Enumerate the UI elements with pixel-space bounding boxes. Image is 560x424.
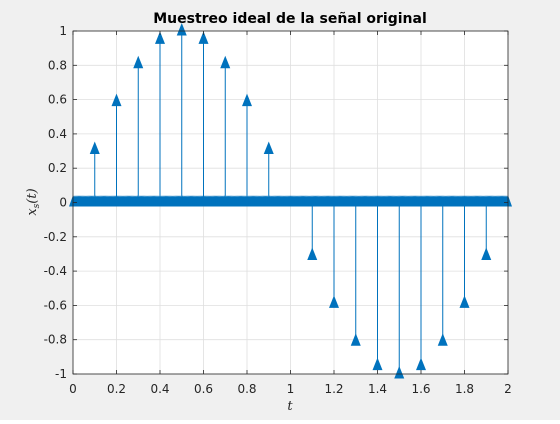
x-ticks: 0 0.2 0.4 0.6 0.8 1 1.2 1.4 1.6 1.8 2 [69,31,512,396]
stem-marker [111,93,122,107]
x-tick-label: 2 [504,382,512,396]
stem-marker [416,357,426,371]
y-tick-label: -1 [55,367,67,381]
stem-marker [155,31,165,44]
x-tick-label: 0.2 [107,382,126,396]
y-tick-label: 0.2 [48,161,67,175]
stem-marker [329,295,339,308]
y-tick-label: -0.4 [44,264,67,278]
zero-sample-stems [69,195,512,207]
y-ticks: -1 -0.8 -0.6 -0.4 -0.2 0 0.2 0.4 0.6 0.8 1 [44,24,508,381]
y-tick-label: 0.8 [48,58,67,72]
stem-marker [372,357,383,371]
x-tick-label: 1.4 [368,382,387,396]
stem-marker [198,31,209,44]
y-tick-label: 0.4 [48,127,67,141]
y-tick-label: -0.6 [44,298,67,312]
x-tick-label: 0 [69,382,77,396]
stem-marker [220,55,231,69]
x-tick-label: 1.6 [411,382,430,396]
x-axis-label: t [287,399,293,414]
stem-marker [176,23,187,36]
x-tick-label: 0.4 [150,382,169,396]
stem-marker [437,333,448,346]
y-tick-label: 0.6 [48,93,67,107]
y-axis-label-main: x [25,208,40,216]
stems [94,31,487,374]
y-axis-label-sub: s [32,203,42,208]
x-tick-label: 1.2 [324,382,343,396]
x-tick-label: 1 [287,382,295,396]
y-axis-label-arg: (t) [25,188,40,203]
stem-marker [242,93,252,107]
chart-title: Muestreo ideal de la señal original [153,11,427,27]
stem-marker [307,247,318,260]
x-tick-label: 0.6 [194,382,213,396]
stem-marker [350,333,361,346]
stem-marker [89,141,100,155]
stem-marker [459,295,470,308]
y-tick-label: -0.2 [44,230,67,244]
y-tick-label: -0.8 [44,333,67,347]
stem-marker [133,55,144,69]
stem-marker [394,366,405,379]
stem-marker [481,247,492,260]
x-tick-label: 1.8 [455,382,474,396]
y-axis-label: xs(t) [25,188,42,215]
x-tick-label: 0.8 [237,382,256,396]
stem-marker [263,141,274,155]
y-tick-label: 0 [59,196,67,210]
y-tick-label: 1 [59,24,67,38]
markers [89,23,492,379]
